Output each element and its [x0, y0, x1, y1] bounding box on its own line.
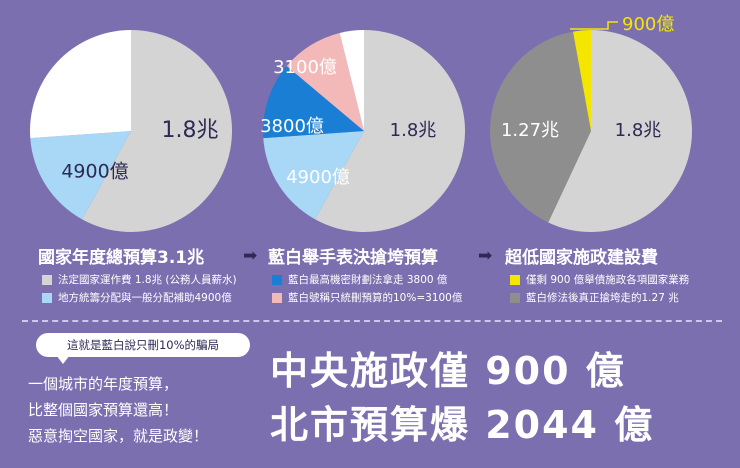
- legend-item: 地方統籌分配與一般分配補助4900億: [42, 290, 232, 305]
- slice-label: 3100億: [273, 57, 337, 78]
- slice-label: 3800億: [260, 116, 324, 137]
- chart-title-3: 超低國家施政建設費: [505, 248, 658, 268]
- pie-slice: [29, 30, 131, 139]
- pie-2: [263, 30, 465, 232]
- pie-slice: [314, 30, 465, 232]
- legend-item: 藍白號稱只統刪預算的10%=3100億: [272, 290, 462, 305]
- pie-slice: [548, 30, 692, 232]
- note-line: 惡意掏空國家，就是政變！: [28, 427, 209, 445]
- pie-3: [489, 30, 692, 232]
- legend-item: 藍白最高機密財劃法拿走 3800 億: [272, 272, 447, 287]
- slice-label: 1.8兆: [390, 120, 437, 141]
- pie-slice: [30, 131, 131, 220]
- pie-slice: [339, 30, 364, 131]
- pie-slice: [489, 31, 591, 223]
- legend-swatch: [42, 274, 52, 285]
- legend-item: 僅剩 900 億舉債施政各項國家業務: [510, 272, 689, 287]
- legend-label: 藍白修法後真正搶垮走的1.27 兆: [526, 292, 679, 304]
- arrow-icon: ➡: [478, 246, 493, 266]
- legend-label: 法定國家運作費 1.8兆 (公務人員薪水): [58, 274, 237, 286]
- legend-swatch: [510, 292, 520, 303]
- chart-title-2: 藍白舉手表決搶垮預算: [268, 248, 438, 268]
- note-line: 比整個國家預算還高！: [28, 401, 179, 419]
- pie-slice: [573, 30, 591, 131]
- legend-swatch: [42, 292, 52, 303]
- callout-pill-tail: [56, 355, 70, 364]
- slice-label: 1.8兆: [615, 120, 662, 141]
- pie-1: [29, 30, 233, 232]
- chart-title-1: 國家年度總預算3.1兆: [38, 248, 205, 268]
- headline-central: 中央施政僅 900 億: [270, 349, 626, 393]
- legend-label: 藍白最高機密財劃法拿走 3800 億: [288, 274, 448, 286]
- legend-label: 藍白號稱只統刪預算的10%=3100億: [288, 292, 463, 304]
- legend-swatch: [272, 274, 282, 285]
- legend-swatch: [510, 274, 520, 285]
- callout-pill: 這就是藍白說只刪10%的騙局: [36, 333, 250, 357]
- legend-swatch: [272, 292, 282, 303]
- pie-slice: [263, 131, 364, 220]
- legend-item: 法定國家運作費 1.8兆 (公務人員薪水): [42, 272, 237, 287]
- dashed-divider: [22, 320, 722, 322]
- slice-label: 4900億: [286, 167, 350, 188]
- pie-slice: [81, 30, 233, 232]
- legend-label: 僅剩 900 億舉債施政各項國家業務: [526, 274, 690, 286]
- legend-label: 地方統籌分配與一般分配補助4900億: [58, 292, 232, 304]
- headline-taipei: 北市預算爆 2044 億: [270, 403, 655, 447]
- legend-item: 藍白修法後真正搶垮走的1.27 兆: [510, 290, 679, 305]
- pie-charts: 900億 1.8兆 4900億 1.8兆 4900億 3800億 3100億 1.8兆 1.2…: [29, 14, 692, 232]
- slice-label: 1.27兆: [501, 120, 559, 141]
- slice-label: 4900億: [61, 161, 128, 183]
- pie-slice: [286, 32, 364, 131]
- slice-label: 1.8兆: [162, 118, 219, 143]
- callout-label-900: 900億: [622, 14, 674, 35]
- arrow-icon: ➡: [243, 246, 258, 266]
- note-line: 一個城市的年度預算，: [28, 375, 179, 393]
- callout-line-900: [570, 21, 618, 30]
- pie-slice: [263, 65, 364, 139]
